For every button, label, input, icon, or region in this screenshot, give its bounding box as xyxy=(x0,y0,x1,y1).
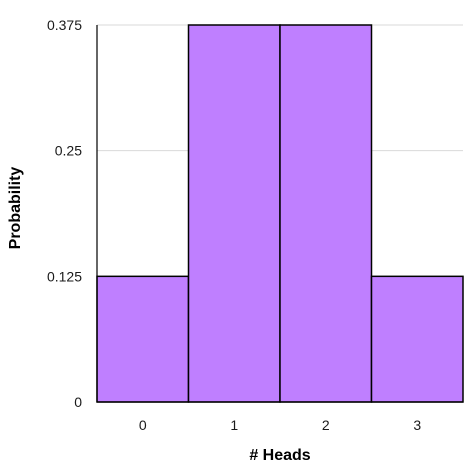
bar-1 xyxy=(187,24,281,403)
y-tick-label: 0 xyxy=(74,394,82,410)
bar-2 xyxy=(279,24,373,403)
x-tick-label: 0 xyxy=(139,417,147,433)
y-tick-label: 0.125 xyxy=(47,268,82,284)
y-tick-labels: 0 0.125 0.25 0.375 xyxy=(47,17,82,410)
x-tick-label: 2 xyxy=(322,417,330,433)
bar-0 xyxy=(96,275,190,403)
axes xyxy=(96,25,463,403)
x-tick-labels: 0 1 2 3 xyxy=(139,417,422,433)
bar-3 xyxy=(370,275,464,403)
y-tick-label: 0.25 xyxy=(55,143,82,159)
y-axis-title: Probability xyxy=(7,167,24,250)
x-axis-title: # Heads xyxy=(249,447,310,464)
x-tick-label: 1 xyxy=(230,417,238,433)
bars xyxy=(96,24,464,403)
y-tick-label: 0.375 xyxy=(47,17,82,33)
x-tick-label: 3 xyxy=(413,417,421,433)
